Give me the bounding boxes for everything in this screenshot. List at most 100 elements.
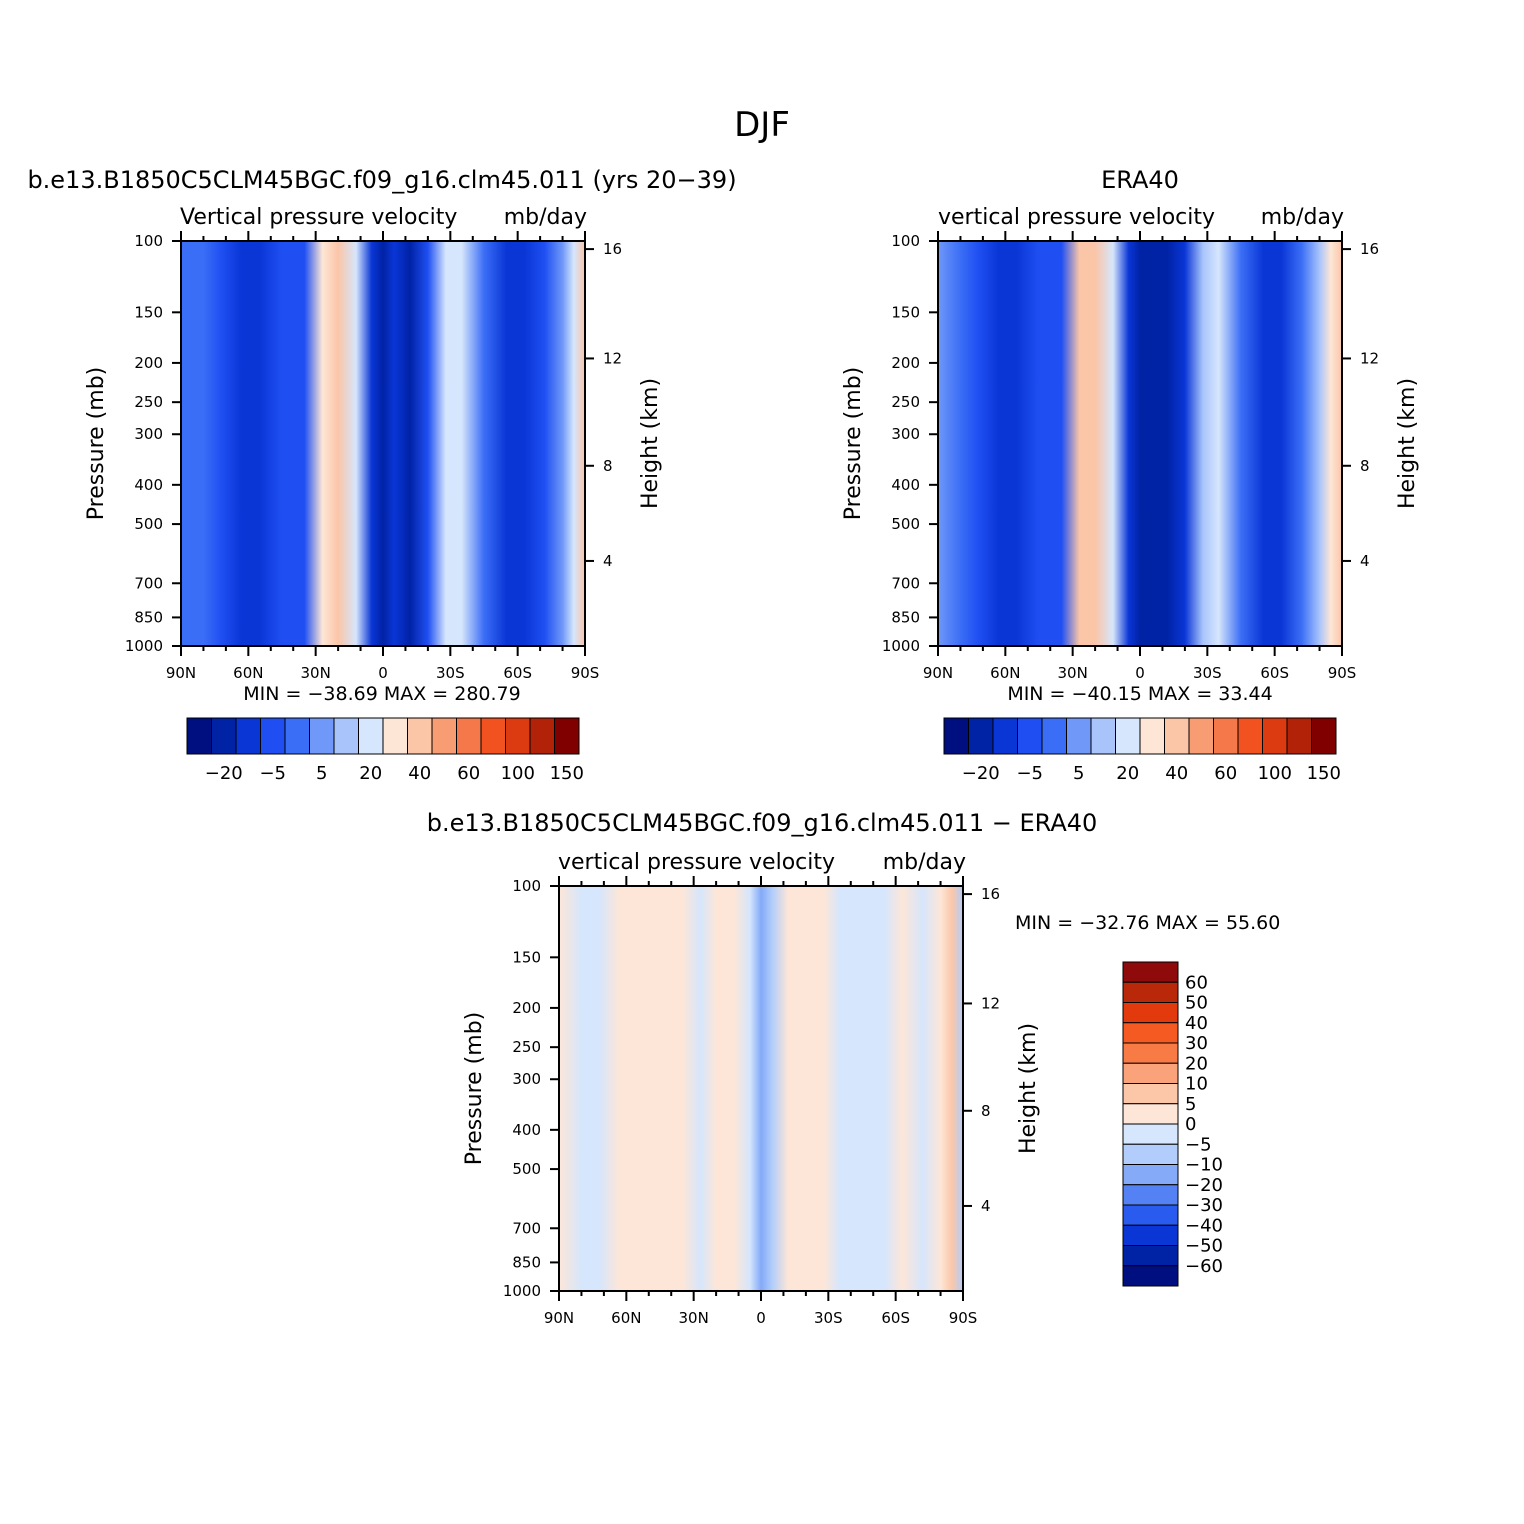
colorbar-swatch <box>260 717 286 755</box>
panel-diff-subtitle-left: vertical pressure velocity <box>558 850 835 875</box>
lat-tick-label: 60S <box>1260 664 1289 682</box>
heatmap-field <box>559 886 963 1291</box>
panel-model-subtitle-left: Vertical pressure velocity <box>180 205 457 230</box>
colorbar-swatch <box>1122 1042 1179 1064</box>
pressure-tick-label: 150 <box>134 303 163 321</box>
colorbar-label: −60 <box>1185 1256 1223 1277</box>
colorbar-swatch <box>1122 1245 1179 1267</box>
colorbar-label: −50 <box>1185 1236 1223 1257</box>
colorbar-label: 20 <box>1116 763 1139 784</box>
colorbar-label: 40 <box>1165 763 1188 784</box>
colorbar-swatch <box>1017 717 1043 755</box>
colorbar-swatch <box>968 717 994 755</box>
panel-diff-subtitle-right: mb/day <box>883 850 966 875</box>
colorbar-swatch <box>309 717 335 755</box>
colorbar-swatch <box>992 717 1018 755</box>
colorbar-swatch <box>1122 1062 1179 1084</box>
lat-tick-label: 90S <box>571 664 600 682</box>
height-tick-label: 16 <box>1360 240 1379 258</box>
panel-obs-subtitle-left: vertical pressure velocity <box>938 205 1215 230</box>
panel-diff: b.e13.B1850C5CLM45BGC.f09_g16.clm45.011 … <box>427 809 1281 1327</box>
lat-tick-label: 90S <box>949 1309 978 1327</box>
panel-obs-title: ERA40 <box>1101 166 1179 194</box>
colorbar-swatch <box>1122 1123 1179 1145</box>
colorbar-label: 150 <box>1307 763 1341 784</box>
colorbar-label: 20 <box>359 763 382 784</box>
lat-tick-label: 60N <box>233 664 263 682</box>
pressure-tick-label: 250 <box>134 393 163 411</box>
pressure-tick-label: 150 <box>891 303 920 321</box>
colorbar-swatch <box>186 717 212 755</box>
colorbar-label: 10 <box>1185 1074 1208 1095</box>
colorbar-label: −30 <box>1185 1195 1223 1216</box>
lat-tick-label: 0 <box>378 664 388 682</box>
lat-tick-label: 90S <box>1328 664 1357 682</box>
colorbar-swatch <box>554 717 580 755</box>
panel-obs-plot: 100 150 200 250 300 400 500 700 850 1000 16 12 8 4 90N… <box>841 231 1420 682</box>
panel-obs-stats: MIN = −40.15 MAX = 33.44 <box>1007 683 1272 705</box>
y-axis-label-height: Height (km) <box>638 378 663 509</box>
colorbar-swatch <box>1122 1002 1179 1024</box>
colorbar-swatch <box>1122 1184 1179 1206</box>
y-axis-label-pressure: Pressure (mb) <box>84 367 109 521</box>
colorbar-label: 60 <box>1185 972 1208 993</box>
colorbar-swatch <box>284 717 310 755</box>
colorbar-swatch <box>1066 717 1092 755</box>
colorbar-swatch <box>1139 717 1165 755</box>
colorbar-label: −10 <box>1185 1155 1223 1176</box>
colorbar-swatch <box>1164 717 1190 755</box>
pressure-tick-label: 200 <box>891 354 920 372</box>
lat-tick-label: 60S <box>881 1309 910 1327</box>
colorbar-label: 100 <box>501 763 535 784</box>
panel-diff-stats: MIN = −32.76 MAX = 55.60 <box>1015 912 1280 934</box>
colorbar-swatch <box>1122 1022 1179 1044</box>
pressure-tick-label: 1000 <box>882 637 920 655</box>
colorbar-label: 100 <box>1258 763 1292 784</box>
colorbar-swatch <box>1122 1083 1179 1105</box>
colorbar-swatch <box>1122 1265 1179 1287</box>
lat-tick-label: 0 <box>1135 664 1145 682</box>
colorbar-swatch <box>480 717 506 755</box>
colorbar-label: 40 <box>1185 1013 1208 1034</box>
pressure-tick-label: 400 <box>891 476 920 494</box>
lat-tick-label: 60N <box>611 1309 641 1327</box>
colorbar-swatch <box>1122 981 1179 1003</box>
panel-diff-title: b.e13.B1850C5CLM45BGC.f09_g16.clm45.011 … <box>427 809 1098 837</box>
colorbar-label: −20 <box>205 763 243 784</box>
panel-obs: ERA40 vertical pressure velocity mb/day … <box>841 166 1420 784</box>
y-axis-label-height: Height (km) <box>1395 378 1420 509</box>
pressure-tick-label: 400 <box>512 1121 541 1139</box>
height-tick-label: 4 <box>981 1197 991 1215</box>
colorbar-label: 40 <box>408 763 431 784</box>
panel-obs-subtitle-right: mb/day <box>1261 205 1344 230</box>
lat-tick-label: 90N <box>923 664 953 682</box>
colorbar-swatch <box>456 717 482 755</box>
colorbar-swatch <box>407 717 433 755</box>
colorbar-swatch <box>1115 717 1141 755</box>
lat-tick-label: 30S <box>1193 664 1222 682</box>
pressure-tick-label: 400 <box>134 476 163 494</box>
pressure-tick-label: 200 <box>134 354 163 372</box>
lat-tick-label: 0 <box>756 1309 766 1327</box>
pressure-tick-label: 100 <box>134 232 163 250</box>
pressure-tick-label: 1000 <box>125 637 163 655</box>
heatmap-field <box>181 241 585 646</box>
pressure-tick-label: 700 <box>512 1219 541 1237</box>
colorbar-label: 50 <box>1185 993 1208 1014</box>
colorbar-swatch <box>1286 717 1312 755</box>
pressure-tick-label: 850 <box>134 608 163 626</box>
lat-tick-label: 60N <box>990 664 1020 682</box>
pressure-tick-label: 700 <box>134 574 163 592</box>
y-axis-label-height: Height (km) <box>1016 1023 1041 1154</box>
pressure-tick-label: 300 <box>134 425 163 443</box>
colorbar-label: −20 <box>1185 1175 1223 1196</box>
colorbar-label: −20 <box>962 763 1000 784</box>
height-tick-label: 12 <box>603 349 622 367</box>
colorbar-swatch <box>1122 1143 1179 1165</box>
height-tick-label: 16 <box>603 240 622 258</box>
pressure-tick-label: 300 <box>512 1070 541 1088</box>
pressure-tick-label: 500 <box>891 515 920 533</box>
colorbar-label: 30 <box>1185 1033 1208 1054</box>
